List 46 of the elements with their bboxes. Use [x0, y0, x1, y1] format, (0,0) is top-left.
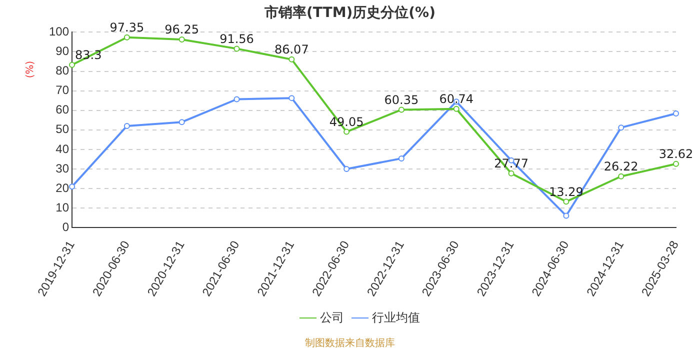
- point: [178, 119, 185, 126]
- point: [673, 160, 679, 167]
- text: 制图数据来自数据库: [304, 336, 396, 350]
- point: [234, 96, 240, 102]
- point: [124, 123, 130, 130]
- point: [618, 124, 624, 131]
- data-label: 97.35: [110, 20, 144, 35]
- y-tick-label: 60: [56, 102, 70, 117]
- y-tick-label: 40: [56, 142, 70, 156]
- y-tick-label: 30: [56, 161, 70, 176]
- y-tick-label: 100: [48, 24, 70, 39]
- data-label: 60.35: [384, 92, 419, 107]
- y-tick-label: 10: [56, 200, 70, 214]
- legend-label: 公司: [320, 310, 344, 324]
- point: [69, 184, 76, 190]
- y-tick-label: 80: [56, 64, 70, 78]
- point: [563, 212, 570, 219]
- point: [618, 173, 624, 180]
- point: [398, 106, 404, 113]
- legend-label: 行业均值: [372, 310, 420, 324]
- data-label: 26.22: [604, 160, 638, 174]
- point: [288, 56, 295, 62]
- data-label: 32.62: [658, 147, 694, 162]
- y-tick-label: 20: [56, 180, 70, 195]
- point: [344, 128, 350, 135]
- point: [69, 62, 76, 68]
- point: [398, 155, 404, 162]
- y-tick-label: 0: [62, 220, 70, 234]
- point: [288, 95, 295, 102]
- point: [563, 198, 570, 205]
- y-axis-title: (%): [25, 60, 36, 78]
- data-label: 91.56: [220, 32, 254, 46]
- y-tick-label: 50: [56, 122, 70, 136]
- point: [673, 110, 679, 117]
- data-label: 60.74: [439, 92, 474, 106]
- point: [508, 170, 514, 176]
- y-tick-label: 90: [56, 44, 70, 58]
- point: [124, 34, 130, 40]
- chart-title: 市销率(TTM)历史分位(%): [264, 4, 436, 22]
- data-label: 86.07: [274, 42, 309, 57]
- point: [344, 166, 350, 172]
- point: [234, 46, 240, 52]
- y-tick-label: 70: [56, 83, 70, 98]
- point: [178, 36, 185, 43]
- point: [453, 106, 460, 112]
- data-label: 96.25: [164, 22, 200, 37]
